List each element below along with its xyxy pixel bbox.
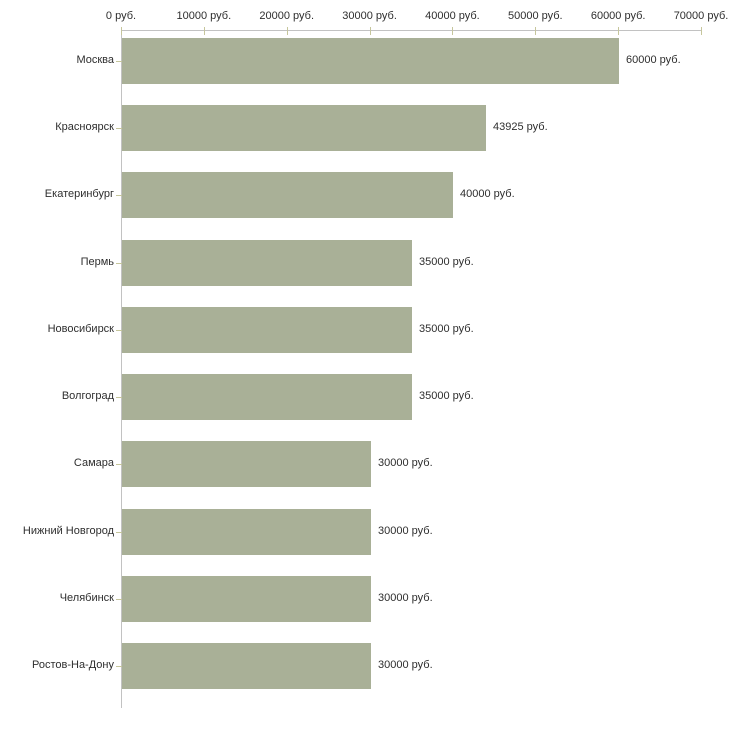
bar xyxy=(122,576,371,622)
x-tick-mark xyxy=(618,27,620,35)
value-label: 30000 руб. xyxy=(378,457,433,469)
x-axis-line xyxy=(121,30,701,31)
category-label: Самара xyxy=(73,457,114,469)
value-label: 30000 руб. xyxy=(378,592,433,604)
y-tick-mark xyxy=(116,599,122,600)
y-tick-mark xyxy=(116,263,122,264)
x-tick-mark xyxy=(121,27,122,35)
bar xyxy=(122,172,453,218)
value-label: 60000 руб. xyxy=(626,54,681,66)
x-tick-mark xyxy=(286,27,288,35)
value-label: 35000 руб. xyxy=(419,390,474,402)
y-tick-mark xyxy=(116,532,122,533)
x-tick-label: 0 руб. xyxy=(105,10,137,22)
bar xyxy=(122,240,412,286)
x-tick-mark xyxy=(369,27,371,35)
category-label: Новосибирск xyxy=(47,323,114,335)
bar xyxy=(122,509,371,555)
x-tick-mark xyxy=(452,27,454,35)
y-tick-mark xyxy=(116,330,122,331)
y-tick-mark xyxy=(116,61,122,62)
bar xyxy=(122,38,619,84)
x-tick-label: 20000 руб. xyxy=(259,10,315,22)
value-label: 35000 руб. xyxy=(419,323,474,335)
value-label: 35000 руб. xyxy=(419,256,474,268)
bar xyxy=(122,643,371,689)
y-tick-mark xyxy=(116,195,122,196)
x-tick-label: 40000 руб. xyxy=(425,10,480,22)
category-label: Москва xyxy=(76,54,114,66)
x-tick-mark xyxy=(535,27,537,35)
category-label: Екатеринбург xyxy=(44,188,114,200)
x-tick-label: 70000 руб. xyxy=(673,10,729,22)
y-tick-mark xyxy=(116,666,122,667)
bar xyxy=(122,374,412,420)
bar xyxy=(122,441,371,487)
y-tick-mark xyxy=(116,128,122,129)
y-tick-mark xyxy=(116,464,122,465)
x-tick-label: 60000 руб. xyxy=(590,10,646,22)
bar xyxy=(122,105,486,151)
y-tick-mark xyxy=(116,397,122,398)
x-tick-mark xyxy=(701,27,702,35)
x-tick-label: 30000 руб. xyxy=(342,10,397,22)
category-label: Волгоград xyxy=(61,390,114,402)
category-label: Нижний Новгород xyxy=(22,525,114,537)
bar xyxy=(122,307,412,353)
category-label: Красноярск xyxy=(55,121,114,133)
category-label: Ростов-На-Дону xyxy=(31,659,114,671)
category-label: Челябинск xyxy=(59,592,114,604)
value-label: 30000 руб. xyxy=(378,525,433,537)
x-tick-label: 10000 руб. xyxy=(176,10,232,22)
value-label: 30000 руб. xyxy=(378,659,433,671)
x-tick-mark xyxy=(203,27,205,35)
value-label: 40000 руб. xyxy=(460,188,515,200)
value-label: 43925 руб. xyxy=(493,121,548,133)
y-axis-line xyxy=(121,30,122,708)
x-tick-label: 50000 руб. xyxy=(507,10,563,22)
category-label: Пермь xyxy=(80,256,114,268)
